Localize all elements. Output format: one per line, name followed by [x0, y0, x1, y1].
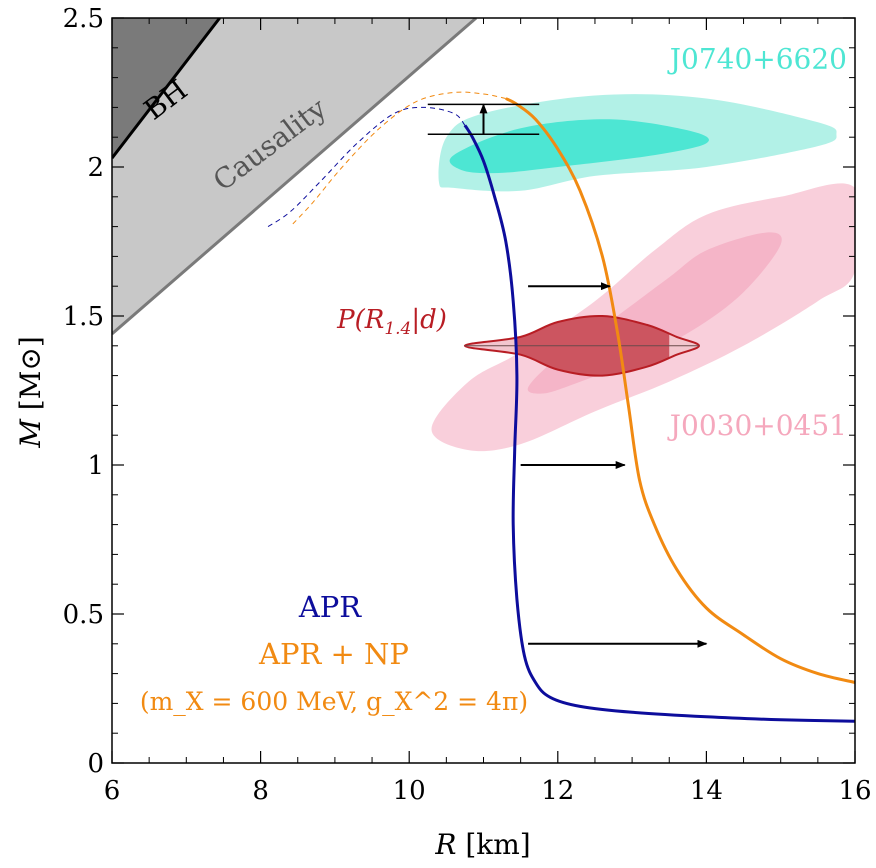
unstable-branches: [267, 91, 506, 228]
y-tick-label: 0: [87, 749, 104, 779]
x-tick-label: 12: [541, 776, 574, 806]
series: [463, 97, 855, 723]
legend-apr-np: APR + NP: [258, 637, 409, 671]
unstable-branch-0: [267, 106, 466, 228]
region-boundary-0: [112, 18, 221, 160]
y-tick-label: 1: [87, 451, 104, 481]
violin-label-sub: 1.4: [384, 319, 411, 339]
violin-label-main: P(R: [336, 305, 384, 335]
regions: [112, 18, 478, 336]
y-axis-var: M: [14, 418, 47, 449]
arrows: [427, 103, 708, 648]
y-axis-label: M [M⊙]: [14, 336, 47, 449]
violin-label: P(R1.4|d): [336, 305, 447, 339]
y-axis-unit: [M⊙]: [14, 336, 47, 410]
x-tick-label: 16: [838, 776, 871, 806]
x-axis-unit: [km]: [465, 828, 530, 861]
x-tick-label: 10: [393, 776, 426, 806]
annotation-j0740-6620: J0740+6620: [667, 43, 847, 76]
annotation-j0030-0451: J0030+0451: [667, 409, 847, 442]
unstable-branch-1: [289, 91, 506, 227]
y-tick-label: 0.5: [63, 600, 104, 630]
y-tick-label: 2.5: [63, 4, 104, 34]
region-boundary-1: [112, 18, 478, 336]
y-tick-label: 1.5: [63, 302, 104, 332]
violin-label-tail: |d): [411, 305, 447, 335]
contours: [431, 94, 855, 452]
x-axis-var: R: [434, 828, 456, 861]
axes: 6 8 10 12 14 16 0 0.5 1 1.5 2 2.5: [63, 4, 872, 806]
legend-apr: APR: [298, 590, 362, 624]
y-tick-label: 2: [87, 153, 104, 183]
series-apr-np: [505, 97, 855, 684]
legend-param-line: (m_X = 600 MeV, g_X^2 = 4π): [140, 687, 528, 716]
x-tick-label: 6: [104, 776, 121, 806]
violin-outline: [463, 314, 701, 377]
contour-j0740-6620-inner: [449, 119, 709, 174]
violin: [463, 314, 701, 377]
x-tick-label: 8: [252, 776, 269, 806]
x-tick-label: 14: [690, 776, 723, 806]
x-axis-label: R [km]: [434, 828, 530, 861]
series-apr: [463, 124, 855, 723]
